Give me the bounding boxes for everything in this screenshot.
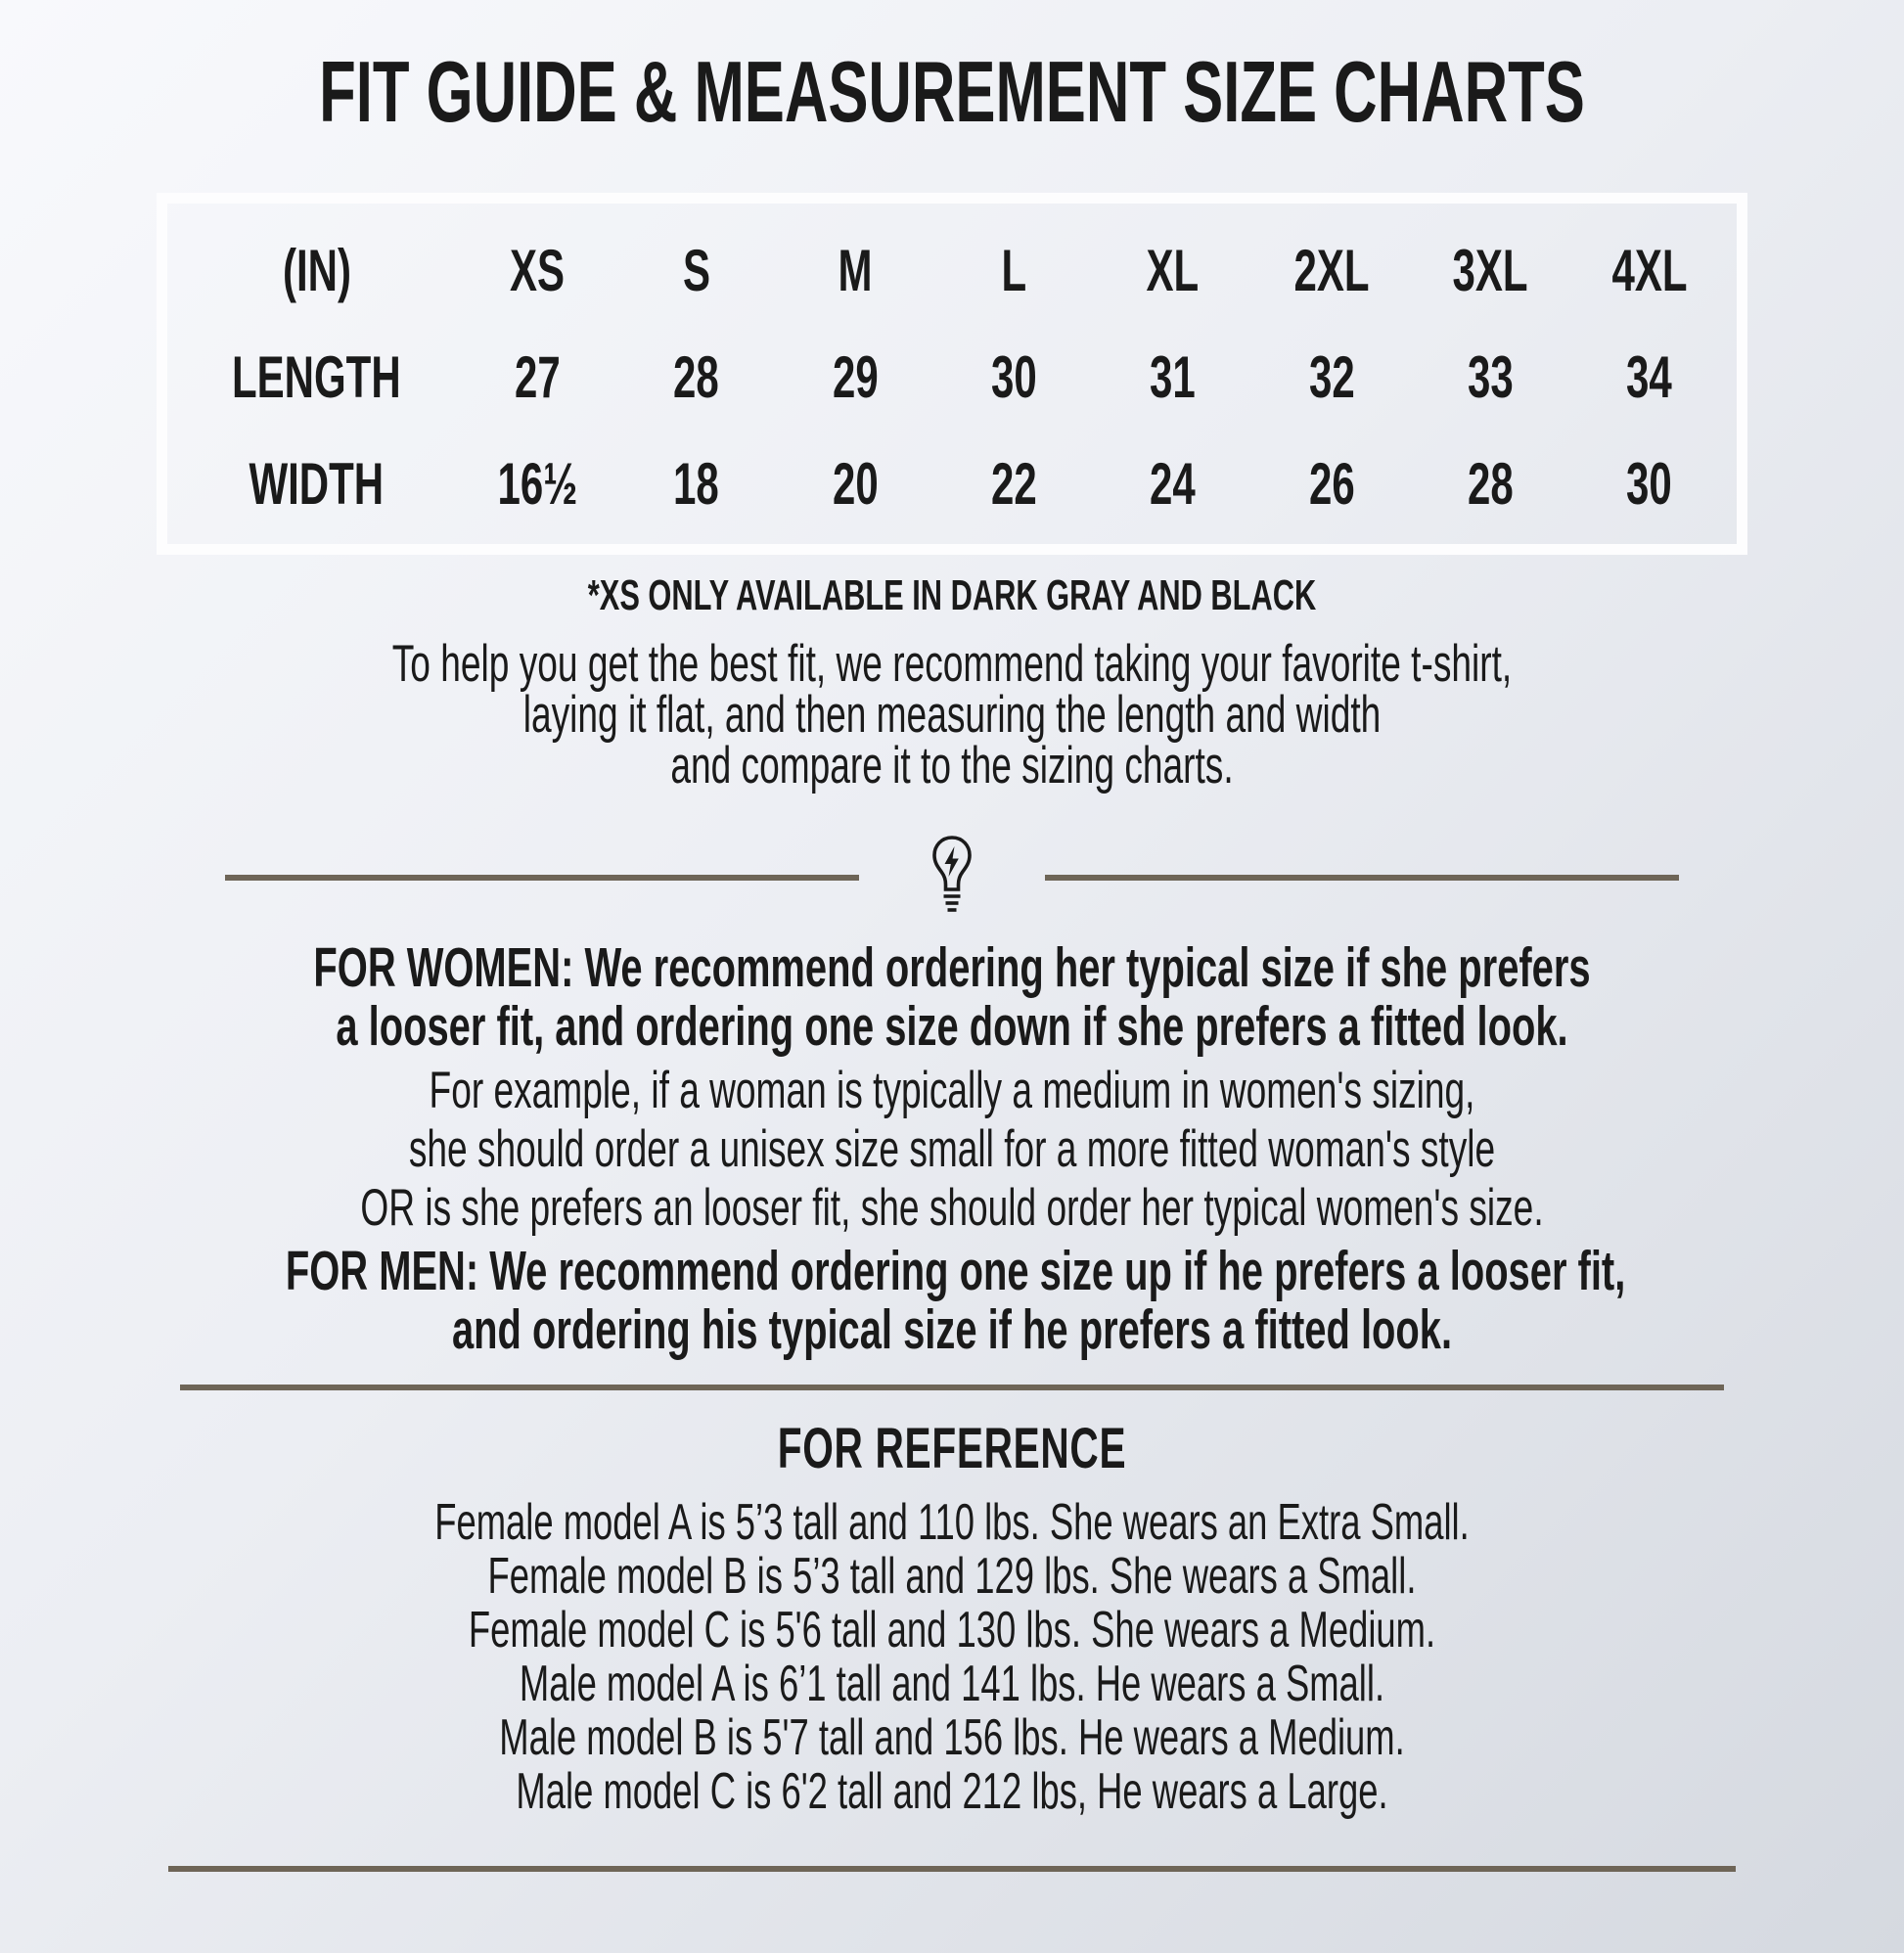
fit-guide-page: FIT GUIDE & MEASUREMENT SIZE CHARTS (IN)… xyxy=(0,49,1904,1872)
women-recommendation-line: a looser fit, and ordering one size down… xyxy=(336,994,1568,1058)
table-col-header: XL xyxy=(1146,237,1200,303)
table-col-header: S xyxy=(682,237,710,303)
table-cell: 29 xyxy=(832,343,879,410)
table-cell: 22 xyxy=(990,451,1037,518)
table-cell: 20 xyxy=(832,451,879,518)
women-fit-example: For example, if a woman is typically a m… xyxy=(0,1062,1904,1238)
men-fit-recommendation: FOR MEN: We recommend ordering one size … xyxy=(0,1242,1904,1359)
tip-divider xyxy=(0,835,1904,921)
model-reference-list: Female model A is 5’3 tall and 110 lbs. … xyxy=(0,1493,1904,1820)
model-reference-line: Female model C is 5'6 tall and 130 lbs. … xyxy=(468,1601,1436,1658)
lightbulb-bolt-icon xyxy=(928,835,976,921)
table-row-label: LENGTH xyxy=(232,343,401,410)
table-cell: 16½ xyxy=(497,451,578,518)
table-col-header: XS xyxy=(510,237,566,303)
men-recommendation-line: and ordering his typical size if he pref… xyxy=(451,1297,1453,1361)
instruction-line: laying it flat, and then measuring the l… xyxy=(522,685,1382,744)
men-recommendation-line: FOR MEN: We recommend ordering one size … xyxy=(285,1239,1626,1302)
reference-heading: FOR REFERENCE xyxy=(777,1416,1127,1480)
table-col-header: M xyxy=(838,237,873,303)
example-line: OR is she prefers an looser fit, she sho… xyxy=(360,1178,1544,1237)
table-row-label: WIDTH xyxy=(249,451,385,518)
model-reference-line: Female model B is 5’3 tall and 129 lbs. … xyxy=(487,1547,1417,1605)
measuring-instructions: To help you get the best fit, we recomme… xyxy=(0,634,1904,795)
table-cell: 34 xyxy=(1626,343,1673,410)
model-reference-line: Male model C is 6'2 tall and 212 lbs, He… xyxy=(516,1762,1388,1820)
table-cell: 27 xyxy=(514,343,561,410)
instruction-line: To help you get the best fit, we recomme… xyxy=(391,634,1513,693)
model-reference-line: Male model A is 6’1 tall and 141 lbs. He… xyxy=(519,1655,1385,1712)
table-col-header: 2XL xyxy=(1293,237,1370,303)
model-reference-line: Female model A is 5’3 tall and 110 lbs. … xyxy=(434,1493,1470,1551)
table-cell: 33 xyxy=(1468,343,1514,410)
model-reference-line: Male model B is 5'7 tall and 156 lbs. He… xyxy=(499,1708,1405,1766)
bottom-divider xyxy=(168,1865,1736,1872)
table-col-header: L xyxy=(1001,237,1027,303)
xs-availability-note: *XS ONLY AVAILABLE IN DARK GRAY AND BLAC… xyxy=(587,570,1317,619)
example-line: For example, if a woman is typically a m… xyxy=(429,1061,1475,1119)
example-line: she should order a unisex size small for… xyxy=(408,1119,1496,1178)
section-divider xyxy=(180,1384,1724,1390)
women-recommendation-line: FOR WOMEN: We recommend ordering her typ… xyxy=(313,935,1591,999)
page-title: FIT GUIDE & MEASUREMENT SIZE CHARTS xyxy=(319,43,1585,140)
size-chart-table: (IN) XS S M L XL 2XL 3XL 4XL LENGTH 27 2… xyxy=(157,192,1747,555)
table-cell: 18 xyxy=(673,451,719,518)
divider-line xyxy=(1045,874,1679,881)
table-cell: 32 xyxy=(1308,343,1355,410)
table-cell: 30 xyxy=(990,343,1037,410)
table-cell: 24 xyxy=(1150,451,1197,518)
divider-line xyxy=(225,874,859,881)
women-fit-recommendation: FOR WOMEN: We recommend ordering her typ… xyxy=(0,938,1904,1056)
table-cell: 28 xyxy=(1468,451,1514,518)
table-cell: 31 xyxy=(1150,343,1197,410)
instruction-line: and compare it to the sizing charts. xyxy=(670,736,1234,795)
table-col-header: 4XL xyxy=(1611,237,1688,303)
table-unit-cell: (IN) xyxy=(282,237,351,303)
table-cell: 26 xyxy=(1308,451,1355,518)
table-cell: 30 xyxy=(1626,451,1673,518)
table-col-header: 3XL xyxy=(1452,237,1528,303)
table-cell: 28 xyxy=(673,343,719,410)
